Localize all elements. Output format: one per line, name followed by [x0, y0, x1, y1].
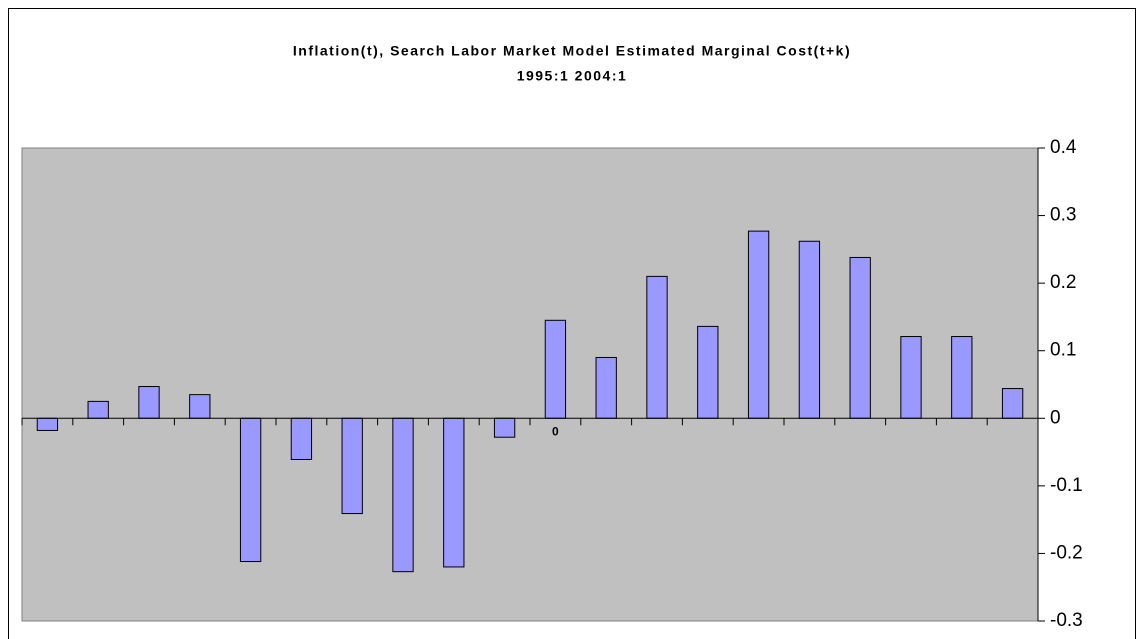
- bar: [747, 230, 770, 419]
- y-tick-label: 0.2: [1050, 272, 1076, 293]
- x-tick-label: 0: [552, 424, 559, 438]
- bar: [646, 275, 668, 419]
- bar: [1001, 388, 1024, 419]
- bar: [951, 336, 973, 419]
- bar: [138, 386, 160, 419]
- plot-area: [21, 147, 1039, 622]
- bar: [290, 417, 313, 461]
- bar: [697, 325, 719, 419]
- bar: [798, 240, 821, 419]
- bar: [239, 417, 262, 563]
- chart-subtitle: 1995:1 2004:1: [517, 68, 628, 84]
- bar: [900, 336, 922, 419]
- bar: [87, 400, 109, 419]
- y-tick-label: -0.2: [1050, 542, 1083, 563]
- bar: [544, 319, 567, 419]
- bar: [36, 417, 59, 431]
- y-tick-label: 0.4: [1050, 137, 1077, 158]
- bar: [443, 417, 465, 568]
- bar: [493, 417, 516, 438]
- chart-title: Inflation(t), Search Labor Market Model …: [293, 43, 851, 59]
- y-tick-label: -0.3: [1050, 610, 1083, 631]
- bar: [849, 256, 871, 419]
- bar: [189, 394, 211, 419]
- bar: [341, 417, 363, 515]
- bar: [392, 417, 414, 573]
- y-tick-label: 0.1: [1050, 340, 1076, 361]
- y-tick-label: -0.1: [1050, 475, 1083, 496]
- y-tick-label: 0: [1050, 407, 1061, 428]
- y-tick-label: 0.3: [1050, 205, 1076, 226]
- bar: [595, 356, 617, 419]
